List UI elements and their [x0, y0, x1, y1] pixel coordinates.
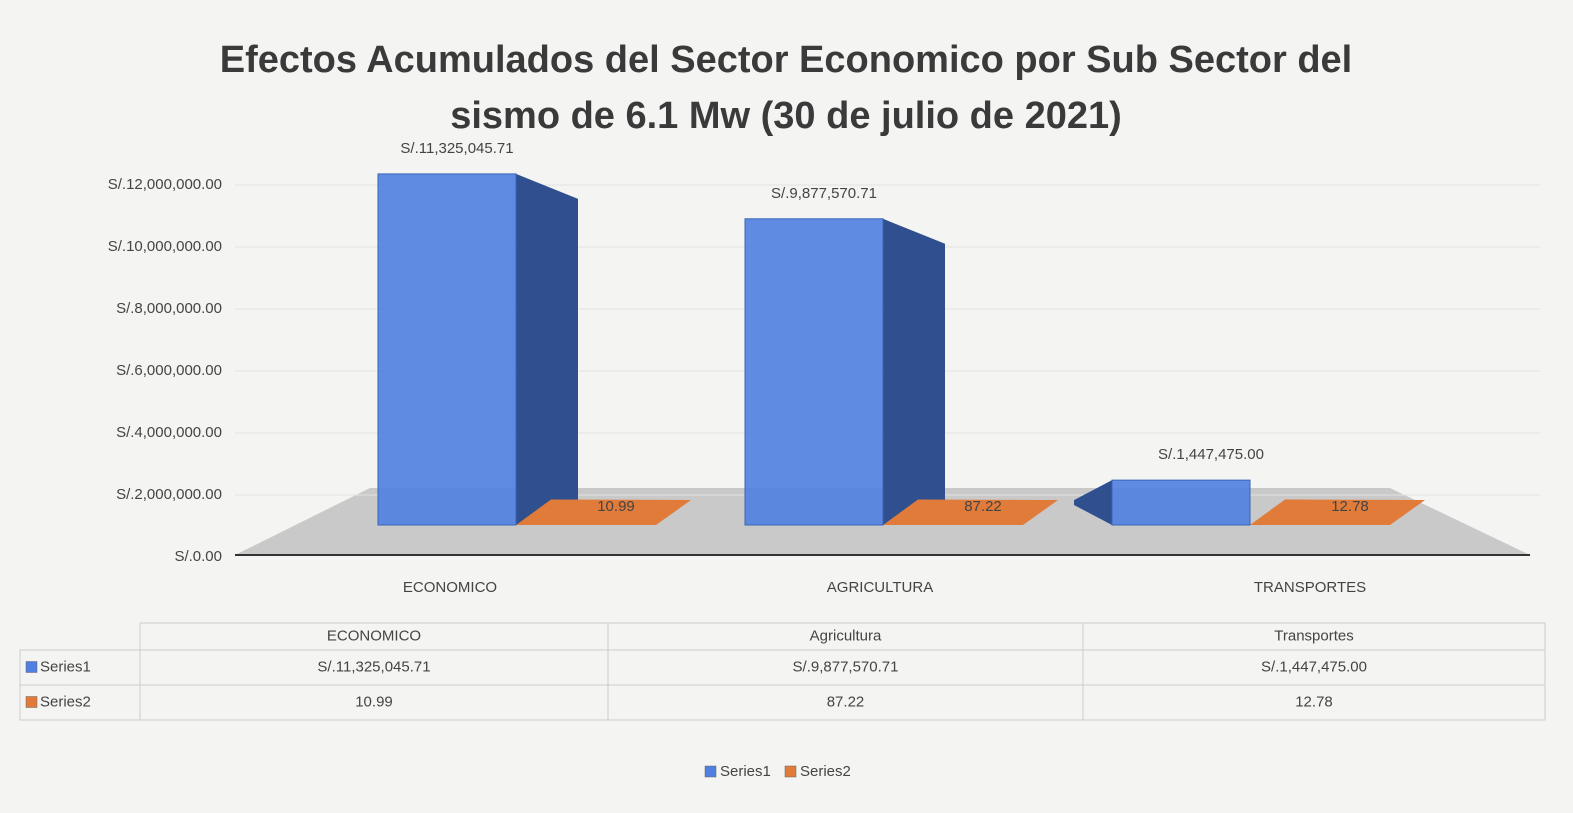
chart-title: Efectos Acumulados del Sector Economico …	[220, 39, 1353, 81]
table-series-name: Series2	[40, 693, 91, 710]
bar-side	[516, 173, 578, 525]
x-tick-label: AGRICULTURA	[827, 579, 933, 596]
legend-label: Series2	[800, 763, 851, 780]
bar	[1250, 499, 1425, 525]
table-legend-key	[25, 661, 38, 673]
bar-side	[1074, 480, 1112, 525]
table-cell: S/.1,447,475.00	[1261, 658, 1367, 675]
data-label: 12.78	[1331, 498, 1369, 515]
bar	[883, 499, 1058, 525]
table-cell: 87.22	[827, 693, 865, 710]
x-tick-label: TRANSPORTES	[1254, 579, 1366, 596]
data-label: S/.9,877,570.71	[771, 185, 877, 202]
bar-front	[1111, 479, 1251, 526]
y-tick-label: S/.2,000,000.00	[116, 486, 222, 503]
y-tick-label: S/.12,000,000.00	[108, 176, 222, 193]
legend-key	[704, 765, 717, 778]
bar-front	[377, 173, 517, 526]
table-header: ECONOMICO	[327, 627, 421, 644]
table-legend-key	[25, 696, 38, 708]
y-tick-label: S/.6,000,000.00	[116, 362, 222, 379]
bar	[1074, 479, 1251, 526]
data-label: 10.99	[597, 498, 635, 515]
y-tick-label: S/.8,000,000.00	[116, 300, 222, 317]
bar-front	[744, 218, 884, 526]
table-cell: S/.11,325,045.71	[317, 658, 430, 675]
legend-label: Series1	[720, 763, 771, 780]
bar	[377, 173, 578, 526]
bar-side	[883, 218, 945, 526]
table-cell: 12.78	[1295, 693, 1333, 710]
table-header: Transportes	[1274, 627, 1353, 644]
data-label: 87.22	[964, 498, 1002, 515]
data-label: S/.11,325,045.71	[400, 140, 513, 157]
x-tick-label: ECONOMICO	[403, 579, 497, 596]
table-series-name: Series1	[40, 658, 91, 675]
y-tick-label: S/.0.00	[174, 548, 222, 565]
bar	[744, 218, 945, 526]
table-cell: 10.99	[355, 693, 393, 710]
bar	[516, 499, 691, 525]
y-tick-label: S/.10,000,000.00	[108, 238, 222, 255]
data-label: S/.1,447,475.00	[1158, 446, 1264, 463]
table-header: Agricultura	[810, 627, 882, 644]
y-tick-label: S/.4,000,000.00	[116, 424, 222, 441]
chart-subtitle: sismo de 6.1 Mw (30 de julio de 2021)	[450, 95, 1122, 137]
legend-key	[784, 765, 797, 778]
table-cell: S/.9,877,570.71	[793, 658, 899, 675]
